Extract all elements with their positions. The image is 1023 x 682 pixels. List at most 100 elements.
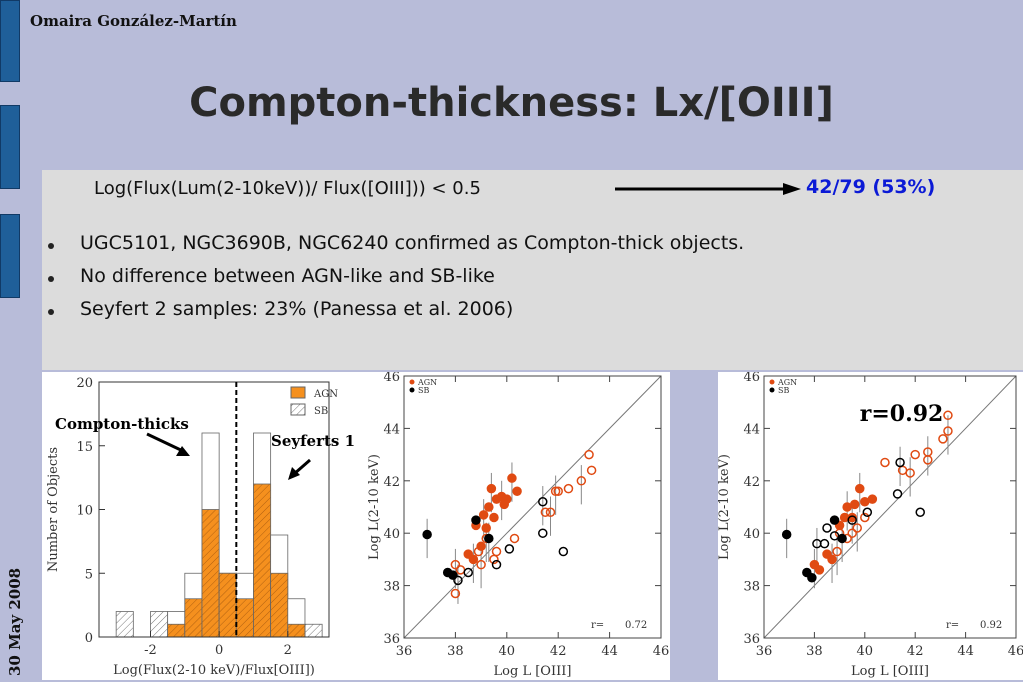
y-tick-label: 10 (76, 504, 93, 519)
data-point-agn (827, 554, 837, 565)
x-tick-label: 38 (806, 644, 823, 659)
y-axis-label: Log L(2-10 keV) (718, 454, 732, 560)
data-point-agn (507, 473, 517, 483)
data-point-agn (473, 546, 484, 557)
data-point-agn (491, 546, 502, 557)
legend-swatch-sb (290, 403, 306, 416)
criterion-text: Log(Flux(Lum(2-10keV))/ Flux([OIII])) < … (94, 178, 481, 199)
data-point-sb (504, 544, 515, 554)
x-axis-label: Log L [OIII] (851, 664, 929, 679)
histogram-bar-agn (287, 623, 306, 638)
y-axis-label: Log L(2-10 keV) (368, 454, 382, 560)
data-point-sb (895, 457, 905, 468)
data-point-agn (847, 512, 857, 523)
data-point-sb (471, 515, 481, 525)
legend-label: SB (778, 386, 789, 395)
annotation-arrowhead (176, 446, 190, 456)
data-point-agn (860, 512, 870, 523)
slide-title: Compton-thickness: Lx/[OIII] (189, 80, 834, 126)
data-point-agn (849, 499, 860, 510)
x-tick-label: 42 (907, 644, 924, 659)
data-point-sb (484, 533, 494, 544)
data-point-agn (476, 559, 486, 570)
left-stripe (0, 0, 20, 682)
data-point-agn (481, 523, 491, 533)
data-point-sb (892, 489, 903, 499)
data-point-agn (943, 426, 953, 436)
scatter-right-svg: 36 38 40 42 44 46 36 38 40 42 44 46 Log L [OIII] Log … (718, 372, 1023, 679)
data-point-agn (943, 410, 953, 421)
data-point-sb (538, 497, 548, 507)
data-point-agn (478, 510, 489, 520)
y-axis-label: Number of Objects (46, 447, 61, 572)
data-point-sb (829, 531, 840, 541)
data-point-agn (486, 483, 497, 494)
data-point-sb (463, 567, 473, 578)
histogram-bar-agn (235, 598, 254, 638)
data-point-agn (584, 449, 594, 460)
data-point-agn (855, 483, 865, 494)
data-point-agn (509, 533, 520, 544)
histogram-plot: -2 0 2 0 5 10 15 20 Log(Flux(2-10 keV)/Flux[OIII… (42, 372, 368, 680)
x-tick-label: 36 (756, 644, 773, 659)
data-point-agn (852, 523, 862, 533)
r-big-label: r=0.92 (860, 401, 944, 427)
histogram-bar-agn (167, 623, 186, 638)
bullet-text: Seyfert 2 samples: 23% (Panessa et al. 2… (80, 298, 514, 320)
annotation-seyferts: Seyferts 1 (271, 432, 355, 450)
y-tick-label: 0 (85, 631, 93, 646)
x-tick-label: 44 (601, 644, 618, 659)
legend-label: SB (314, 406, 328, 417)
y-tick-label: 36 (743, 632, 760, 647)
data-point-agn (938, 434, 948, 444)
data-point-sb (822, 523, 832, 533)
data-point-sb (558, 546, 569, 557)
author-name: Omaira González-Martín (30, 12, 237, 30)
x-tick-label: 44 (957, 644, 974, 659)
legend-label: AGN (417, 378, 437, 387)
data-point-agn (450, 588, 461, 599)
data-point-agn (502, 494, 512, 504)
bullet-dot (48, 276, 54, 282)
data-point-sb (847, 515, 857, 525)
one-to-one-line (403, 375, 662, 639)
data-point-sb (781, 529, 792, 540)
arrow-right-icon (615, 183, 801, 195)
data-point-agn (512, 486, 522, 497)
y-tick-label: 46 (383, 372, 400, 385)
annotation-arrowhead (288, 467, 300, 480)
r-value: 0.72 (625, 620, 647, 631)
y-tick-label: 42 (383, 475, 400, 490)
legend-marker-sb (409, 387, 415, 393)
x-tick-label: 40 (857, 644, 874, 659)
data-point-sb (862, 507, 873, 517)
data-point-agn (586, 465, 597, 476)
data-point-sb (422, 529, 432, 540)
bullet-text: No difference between AGN-like and SB-li… (80, 265, 495, 287)
data-point-sb (829, 515, 840, 525)
scatter-left-svg: 36 38 40 42 44 46 36 38 40 42 44 46 Log L [OIII] Log … (368, 372, 669, 679)
y-tick-label: 40 (383, 527, 400, 542)
bullet-dot (48, 309, 54, 315)
data-point-agn (910, 449, 920, 460)
legend-swatch-agn (290, 386, 306, 399)
data-point-agn (880, 457, 890, 468)
legend-marker-agn (769, 379, 775, 385)
data-point-agn (839, 512, 850, 523)
date-text: 30 May 2008 (6, 567, 24, 676)
histogram-bar-agn (270, 572, 289, 638)
histogram-bar-agn (253, 483, 272, 638)
y-tick-label: 15 (76, 440, 93, 455)
ratio-value: 42/79 (53%) (806, 176, 936, 198)
data-point-sb (915, 507, 925, 517)
y-tick-label: 44 (383, 422, 400, 437)
data-point-sb (491, 559, 502, 570)
y-tick-label: 20 (76, 376, 93, 391)
y-tick-label: 36 (383, 632, 400, 647)
data-point-sb (538, 528, 548, 538)
y-tick-label: 42 (743, 475, 760, 490)
y-tick-label: 38 (743, 580, 760, 595)
content-panel: Log(Flux(Lum(2-10keV))/ Flux([OIII])) < … (42, 170, 1023, 370)
data-point-sb (819, 538, 830, 549)
y-tick-label: 38 (383, 580, 400, 595)
